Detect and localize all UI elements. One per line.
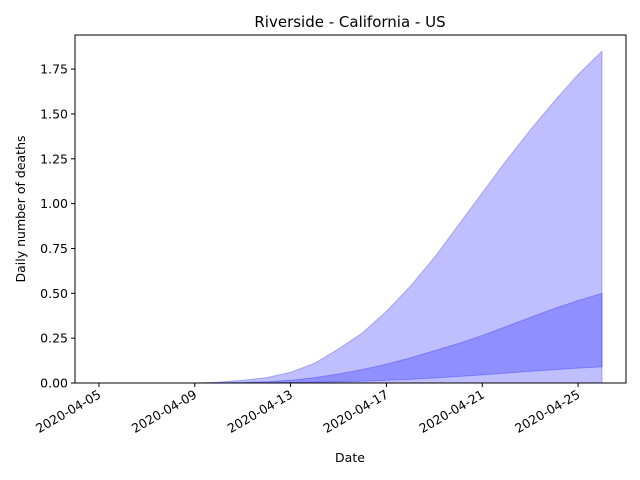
y-tick-label: 1.75 (40, 62, 68, 77)
x-tick-label: 2020-04-17 (321, 387, 391, 436)
y-tick-label: 0.50 (40, 286, 68, 301)
x-axis: 2020-04-05 2020-04-09 2020-04-13 2020-04-17… (33, 383, 583, 436)
y-tick-label: 0.25 (40, 331, 68, 346)
y-tick-label: 0.75 (40, 241, 68, 256)
x-tick-label: 2020-04-25 (512, 387, 582, 436)
x-tick-label: 2020-04-05 (33, 387, 103, 436)
y-tick-label: 0.00 (40, 376, 68, 391)
x-tick-label: 2020-04-09 (129, 387, 199, 436)
y-tick-label: 1.25 (40, 151, 68, 166)
y-tick-label: 1.00 (40, 196, 68, 211)
bands-layer (194, 49, 603, 384)
y-tick-label: 1.50 (40, 106, 68, 121)
x-axis-title: Date (335, 450, 365, 465)
y-axis-title: Daily number of deaths (13, 135, 28, 282)
chart-title: Riverside - California - US (254, 13, 445, 31)
x-tick-label: 2020-04-13 (225, 387, 295, 436)
plot-frame (74, 34, 627, 384)
y-axis: 0.00 0.25 0.50 0.75 1.00 1.25 1.50 1.75 (40, 62, 75, 391)
x-tick-label: 2020-04-21 (416, 387, 486, 436)
inner-band (194, 292, 603, 384)
